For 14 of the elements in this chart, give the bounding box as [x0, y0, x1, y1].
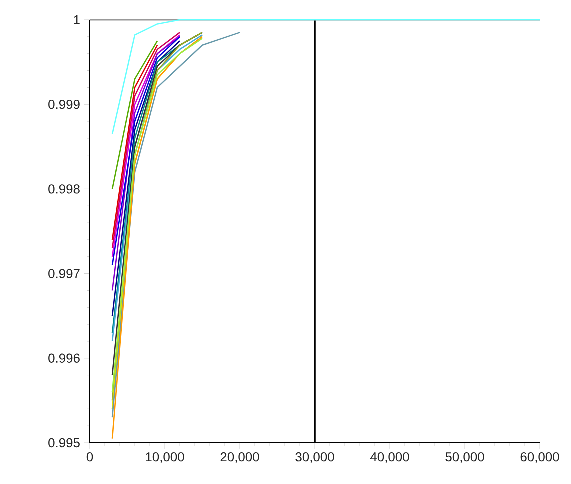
x-tick-label: 10,000	[146, 452, 184, 464]
y-tick-label: 0.997	[48, 269, 80, 278]
line-series	[112, 32, 241, 418]
y-tick-label: 0.998	[48, 184, 80, 194]
y-tick-label: 1	[74, 16, 80, 24]
x-tick-label: 60,000	[520, 452, 560, 464]
x-tick-label: 30,000	[296, 452, 334, 464]
y-tick-label: 0.996	[48, 354, 80, 363]
x-tick-label: 0	[86, 452, 94, 462]
x-tick-label: 50,000	[446, 452, 484, 464]
y-tick-label: 0.995	[48, 438, 80, 448]
x-tick-label: 20,000	[220, 452, 260, 464]
x-tick-label: 40,000	[370, 452, 410, 464]
y-tick-label: 0.999	[48, 100, 80, 110]
